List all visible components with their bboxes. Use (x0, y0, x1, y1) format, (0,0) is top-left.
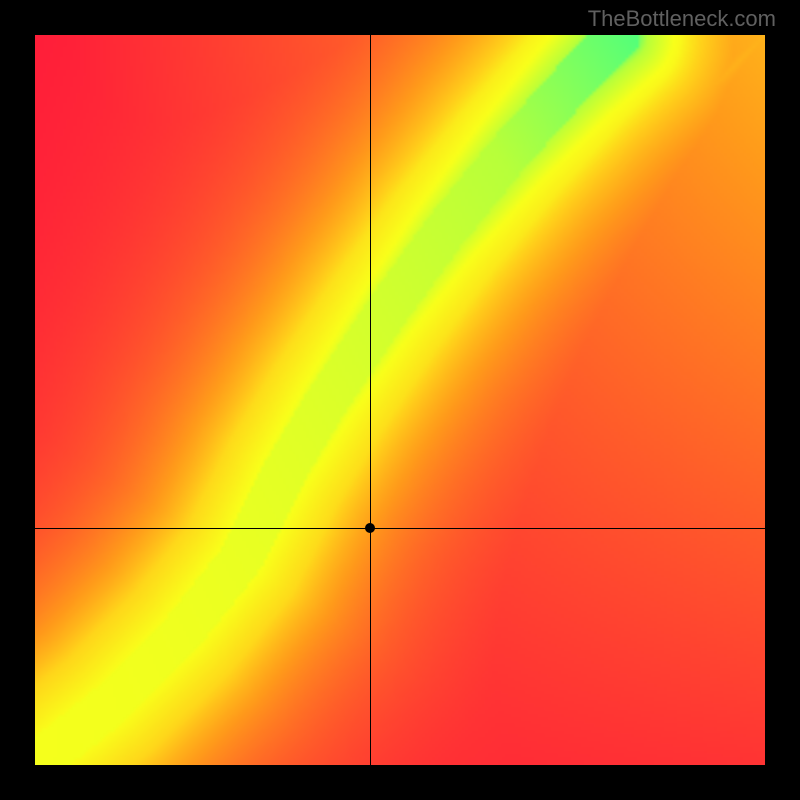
watermark-text: TheBottleneck.com (588, 6, 776, 32)
crosshair-vertical (370, 35, 371, 765)
crosshair-horizontal (35, 528, 765, 529)
heatmap-canvas (35, 35, 765, 765)
bottleneck-heatmap (35, 35, 765, 765)
data-point-marker (365, 523, 375, 533)
